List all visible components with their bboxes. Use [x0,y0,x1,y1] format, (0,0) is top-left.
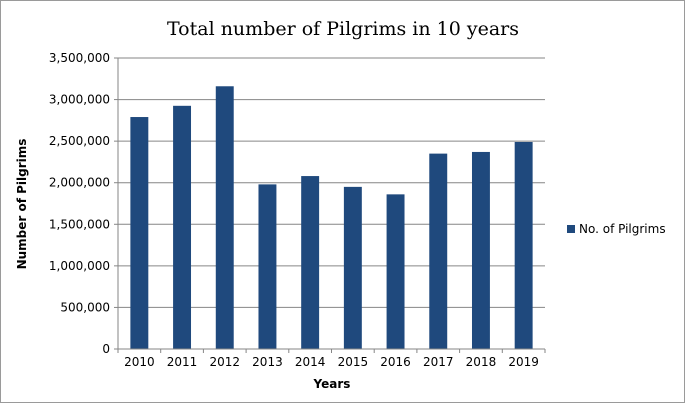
x-tick-label: 2011 [167,355,198,369]
y-tick-label: 1,500,000 [49,217,110,231]
x-tick-label: 2019 [508,355,539,369]
y-tick-label: 2,000,000 [49,176,110,190]
y-tick-label: 1,000,000 [49,259,110,273]
y-tick-label: 2,500,000 [49,134,110,148]
bar-2017 [429,153,448,349]
bar-2015 [343,186,362,349]
y-axis-title: Number of Pilgrims [15,139,29,270]
x-tick-label: 2015 [338,355,369,369]
legend-label: No. of Pilgrims [579,222,666,236]
y-axis-ticks: 0 500,000 1,000,000 1,500,000 2,000,000 2,500… [49,51,118,356]
y-tick-label: 3,000,000 [49,93,110,107]
chart-title: Total number of Pilgrims in 10 years [167,18,519,40]
y-tick-label: 0 [102,342,110,356]
x-axis-title: Years [313,377,351,391]
x-tick-label: 2010 [124,355,155,369]
x-tick-label: 2017 [423,355,454,369]
bar-2019 [514,141,533,349]
x-tick-label: 2013 [252,355,283,369]
x-tick-label: 2012 [209,355,240,369]
bar-2013 [258,184,277,349]
legend-swatch [567,225,575,233]
bar-2014 [301,176,320,349]
x-tick-label: 2018 [466,355,497,369]
x-tick-label: 2016 [380,355,411,369]
legend: No. of Pilgrims [567,222,666,236]
bars [130,86,533,350]
y-tick-label: 3,500,000 [49,51,110,65]
bar-2011 [173,105,192,349]
x-axis-ticks: 2010 2011 2012 2013 2014 2015 2016 2017 2018 2019 [117,349,546,369]
x-tick-label: 2014 [295,355,326,369]
bar-2010 [130,117,149,349]
y-tick-label: 500,000 [60,300,110,314]
bar-2016 [386,194,405,349]
bar-2018 [471,151,490,349]
bar-2012 [215,86,234,350]
